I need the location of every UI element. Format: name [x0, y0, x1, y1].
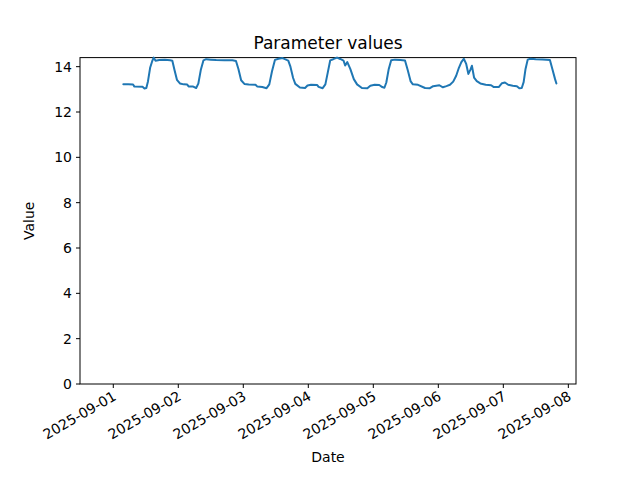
chart-svg: 024681012142025-09-012025-09-022025-09-0…: [0, 0, 640, 480]
y-tick-label: 4: [63, 285, 72, 301]
y-tick-label: 2: [63, 331, 72, 347]
plot-frame: [80, 58, 576, 384]
x-tick-label: 2025-09-05: [300, 388, 378, 443]
x-tick-label: 2025-09-03: [170, 388, 248, 443]
x-tick-label: 2025-09-02: [105, 388, 183, 443]
series-line: [123, 58, 556, 89]
x-axis-label: Date: [311, 449, 344, 465]
x-tick-label: 2025-09-08: [495, 388, 573, 443]
figure: Parameter values 024681012142025-09-0120…: [0, 0, 640, 480]
y-tick-label: 0: [63, 376, 72, 392]
x-tick-label: 2025-09-01: [40, 388, 118, 443]
x-tick-label: 2025-09-07: [430, 388, 508, 443]
x-tick-label: 2025-09-06: [365, 388, 444, 443]
y-tick-label: 12: [54, 104, 72, 120]
x-tick-label: 2025-09-04: [235, 388, 314, 443]
y-tick-label: 14: [54, 59, 72, 75]
y-tick-label: 6: [63, 240, 72, 256]
y-tick-label: 8: [63, 195, 72, 211]
y-tick-label: 10: [54, 149, 72, 165]
y-axis-label: Value: [21, 202, 37, 240]
